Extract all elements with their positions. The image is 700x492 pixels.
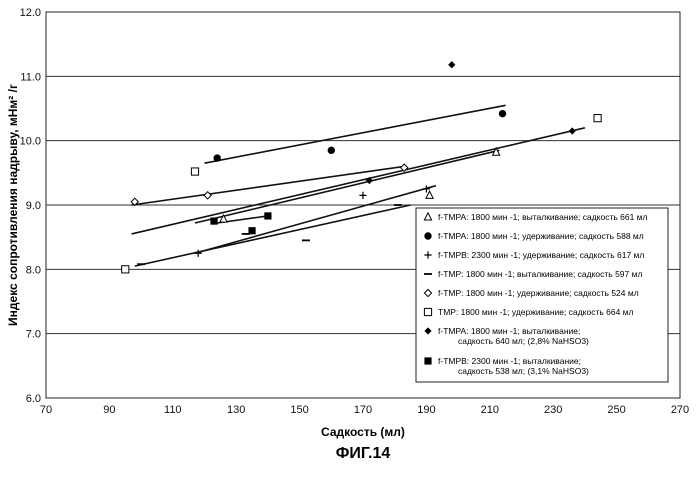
trend-line	[195, 186, 436, 254]
data-point-diamond-open	[204, 192, 211, 199]
data-point-square-filled	[248, 227, 255, 234]
x-tick-label: 170	[354, 404, 372, 416]
y-tick-label: 9.0	[26, 200, 41, 212]
data-point-circle-filled	[213, 154, 220, 161]
legend-label: f-TMPB: 2300 мин -1; выталкивание;	[438, 356, 581, 366]
x-tick-label: 110	[164, 404, 182, 416]
legend-label: f-TMPA: 1800 мин -1; выталкивание; садко…	[438, 212, 648, 222]
data-point-plus	[359, 192, 366, 199]
y-tick-label: 10.0	[20, 136, 41, 148]
legend-marker-circle-filled	[424, 232, 431, 239]
legend-marker-square-filled	[424, 357, 431, 364]
legend-label: TMP: 1800 мин -1; удерживание; садкость …	[438, 307, 634, 317]
y-tick-label: 11.0	[20, 71, 41, 83]
data-point-diamond-filled	[569, 127, 576, 134]
y-tick-label: 7.0	[26, 329, 41, 341]
data-point-circle-filled	[328, 147, 335, 154]
figure-caption: ФИГ.14	[336, 445, 391, 462]
y-axis-title: Индекс сопротивления надрыву, мНм² /г	[6, 84, 20, 326]
legend-label: f-TMPA: 1800 мин -1; удерживание; садкос…	[438, 231, 644, 241]
x-tick-label: 230	[544, 404, 562, 416]
legend-label: f-TMPA: 1800 мин -1; выталкивание;	[438, 326, 580, 336]
trend-line	[132, 166, 405, 205]
x-tick-label: 190	[417, 404, 435, 416]
x-tick-label: 250	[607, 404, 625, 416]
data-point-square-open	[594, 115, 601, 122]
legend-label: f-TMP: 1800 мин -1; выталкивание; садкос…	[438, 269, 642, 279]
data-point-circle-filled	[499, 110, 506, 117]
x-tick-labels: 70 90 110 130 150 170 190 210 230 250 270	[40, 404, 689, 416]
legend-marker-square-open	[424, 308, 431, 315]
legend: f-TMPA: 1800 мин -1; выталкивание; садко…	[416, 208, 668, 382]
trend-line	[205, 105, 506, 163]
x-tick-label: 150	[290, 404, 308, 416]
data-point-diamond-filled	[448, 61, 455, 68]
trend-line	[135, 205, 411, 266]
data-point-square-open	[122, 266, 129, 273]
data-point-square-filled	[210, 217, 217, 224]
legend-label-line2: садкость 538 мл; (3,1% NaHSO3)	[458, 366, 589, 376]
y-tick-label: 8.0	[26, 264, 41, 276]
x-tick-label: 70	[40, 404, 52, 416]
y-tick-labels: 6.0 7.0 8.0 9.0 10.0 11.0 12.0	[20, 7, 41, 405]
x-tick-label: 270	[671, 404, 689, 416]
legend-label: f-TMPB: 2300 мин -1; удерживание; садкос…	[438, 250, 644, 260]
x-axis-title: Садкость (мл)	[321, 425, 405, 439]
data-point-square-filled	[264, 212, 271, 219]
y-tick-label: 12.0	[20, 7, 41, 19]
data-point-square-open	[191, 168, 198, 175]
x-tick-label: 210	[481, 404, 499, 416]
legend-label-line2: садкость 640 мл; (2,8% NaHSO3)	[458, 336, 589, 346]
legend-label: f-TMP: 1800 мин -1; удерживание; садкост…	[438, 288, 639, 298]
y-tick-label: 6.0	[26, 393, 41, 405]
x-tick-label: 130	[227, 404, 245, 416]
data-point-triangle-open	[426, 191, 433, 198]
x-tick-label: 90	[103, 404, 115, 416]
